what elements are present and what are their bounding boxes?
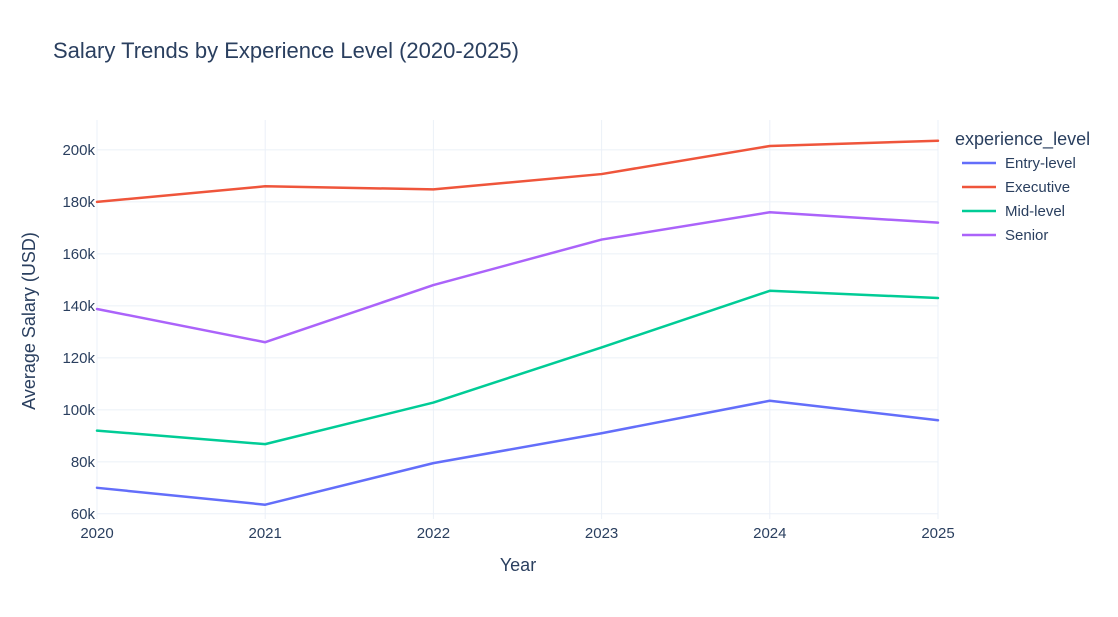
x-tick-label: 2025 (921, 525, 954, 542)
x-tick-label: 2024 (753, 525, 786, 542)
legend-item[interactable]: Mid-level (962, 203, 1065, 220)
y-tick-label: 80k (71, 454, 96, 471)
legend-label: Mid-level (1005, 203, 1065, 220)
legend-item[interactable]: Entry-level (962, 155, 1076, 172)
y-tick-label: 100k (62, 402, 95, 419)
legend-item[interactable]: Executive (962, 179, 1070, 196)
y-tick-label: 200k (62, 142, 95, 159)
y-tick-label: 180k (62, 194, 95, 211)
legend-item[interactable]: Senior (962, 227, 1048, 244)
legend-label: Executive (1005, 179, 1070, 196)
x-axis-ticks: 2020 2021 2022 2023 2024 2025 (80, 525, 954, 542)
x-tick-label: 2021 (249, 525, 282, 542)
y-axis-ticks: 60k 80k 100k 120k 140k 160k 180k 200k (62, 142, 95, 523)
series-line-entry-level (95, 399, 940, 506)
y-tick-label: 120k (62, 350, 95, 367)
y-tick-label: 140k (62, 298, 95, 315)
y-tick-label: 60k (71, 506, 96, 523)
x-tick-label: 2022 (417, 525, 450, 542)
x-axis-title: Year (500, 555, 536, 575)
series-line-mid-level (95, 289, 940, 446)
chart-title: Salary Trends by Experience Level (2020-… (53, 38, 519, 63)
y-tick-label: 160k (62, 246, 95, 263)
legend-label: Entry-level (1005, 155, 1076, 172)
y-axis-title: Average Salary (USD) (19, 232, 39, 410)
legend-title: experience_level (955, 129, 1090, 150)
series-line-senior (95, 211, 940, 344)
series-line-executive (95, 139, 940, 204)
legend: experience_level Entry-level Executive Mid… (955, 129, 1090, 244)
x-tick-label: 2020 (80, 525, 113, 542)
grid (96, 120, 939, 519)
legend-label: Senior (1005, 227, 1048, 244)
x-tick-label: 2023 (585, 525, 618, 542)
series-lines (95, 139, 940, 506)
